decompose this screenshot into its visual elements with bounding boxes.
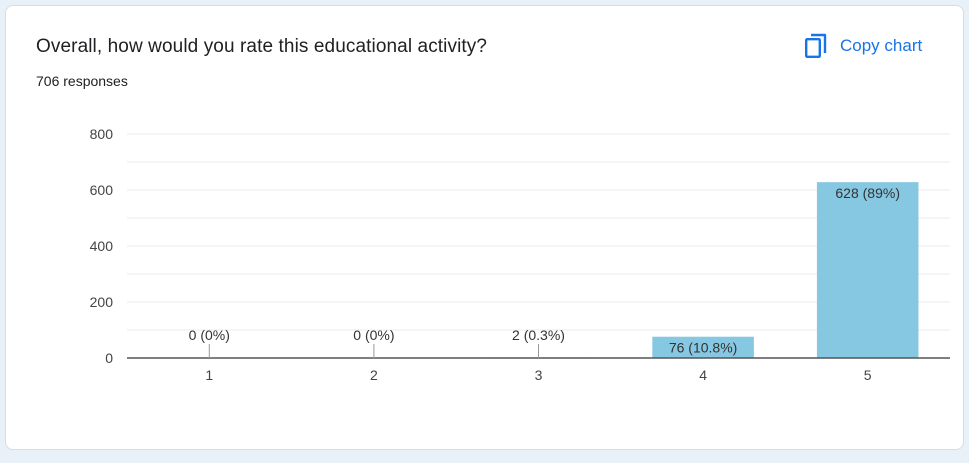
y-tick-label: 200	[90, 294, 114, 310]
bar-chart: 0 200 400 600 800 0 (0%) 1 0 (0%) 2 2 (0.3%) 3 76 (…	[90, 126, 950, 383]
x-tick-label: 1	[205, 367, 213, 383]
y-tick-label: 0	[105, 350, 113, 366]
bar	[652, 336, 754, 358]
data-label: 0 (0%)	[353, 327, 394, 343]
copy-chart-button[interactable]: Copy chart	[794, 28, 932, 64]
x-tick-label: 5	[864, 367, 872, 383]
question-card: Overall, how would you rate this educati…	[5, 5, 964, 450]
data-label: 0 (0%)	[189, 327, 230, 343]
y-tick-label: 800	[90, 126, 114, 142]
copy-icon	[804, 33, 828, 59]
x-tick-label: 3	[535, 367, 543, 383]
data-label: 628 (89%)	[835, 185, 900, 201]
x-tick-label: 4	[699, 367, 707, 383]
y-tick-label: 400	[90, 238, 114, 254]
question-title: Overall, how would you rate this educati…	[36, 36, 488, 57]
response-count: 706 responses	[36, 73, 128, 89]
x-tick-label: 2	[370, 367, 378, 383]
bar	[816, 182, 919, 358]
data-label: 2 (0.3%)	[512, 327, 565, 343]
data-label: 76 (10.8%)	[669, 340, 737, 356]
copy-chart-label: Copy chart	[840, 36, 923, 55]
y-tick-label: 600	[90, 182, 114, 198]
